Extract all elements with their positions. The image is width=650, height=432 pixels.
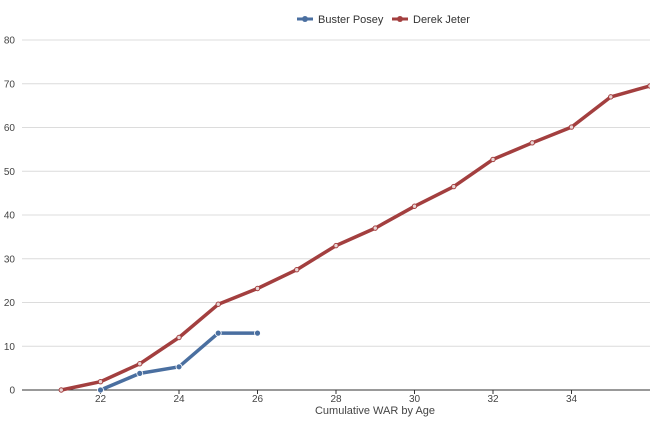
data-point[interactable] <box>254 285 261 292</box>
series-line-derek-jeter <box>59 84 650 392</box>
data-point[interactable] <box>490 156 496 163</box>
legend[interactable]: Buster Posey Derek Jeter <box>297 14 470 26</box>
data-point[interactable] <box>254 329 261 337</box>
data-point[interactable] <box>568 124 575 130</box>
y-tick-label: 80 <box>4 36 16 47</box>
y-tick-label: 30 <box>4 254 16 265</box>
data-point[interactable] <box>333 242 339 249</box>
data-point[interactable] <box>58 387 64 393</box>
legend-item[interactable]: Buster Posey <box>297 14 384 26</box>
data-point[interactable] <box>97 378 104 385</box>
y-tick-label: 40 <box>4 211 16 222</box>
x-tick-label: 32 <box>487 394 499 405</box>
data-point[interactable] <box>451 183 457 190</box>
grid-lines <box>22 39 650 347</box>
legend-item[interactable]: Derek Jeter <box>392 14 470 26</box>
data-point[interactable] <box>136 369 144 377</box>
x-tick-label: 22 <box>95 394 107 405</box>
x-tick-label: 28 <box>330 394 342 405</box>
data-point[interactable] <box>137 361 143 367</box>
data-point[interactable] <box>294 266 300 273</box>
y-tick-label: 50 <box>4 167 16 178</box>
data-point[interactable] <box>97 386 104 394</box>
series-derek-jeter <box>58 83 650 393</box>
legend-swatch-marker <box>397 16 403 22</box>
x-tick-label: 34 <box>566 394 578 405</box>
data-point[interactable] <box>176 334 182 341</box>
y-tick-label: 60 <box>4 123 16 134</box>
legend-swatch-marker <box>302 16 308 22</box>
data-point[interactable] <box>175 363 183 371</box>
data-point[interactable] <box>411 203 418 209</box>
y-tick-label: 70 <box>4 79 16 90</box>
series-buster-posey <box>97 329 261 394</box>
legend-label: Derek Jeter <box>413 14 470 26</box>
data-point[interactable] <box>608 94 614 100</box>
data-point[interactable] <box>214 329 222 337</box>
y-axis-ticks: 0 10 20 30 40 50 60 70 80 <box>4 36 16 397</box>
x-tick-label: 24 <box>173 394 185 405</box>
legend-label: Buster Posey <box>318 14 384 26</box>
series-line-buster-posey <box>98 331 260 392</box>
x-axis-title: Cumulative WAR by Age <box>315 405 435 417</box>
y-tick-label: 20 <box>4 298 16 309</box>
y-tick-label: 0 <box>9 386 15 397</box>
y-tick-label: 10 <box>4 342 16 353</box>
x-tick-label: 30 <box>409 394 421 405</box>
x-axis-ticks: 22 24 26 28 30 32 34 <box>95 390 578 405</box>
data-point[interactable] <box>215 301 221 307</box>
data-point[interactable] <box>529 140 535 146</box>
data-point[interactable] <box>372 225 378 231</box>
series-group <box>58 83 650 394</box>
x-tick-label: 26 <box>252 394 264 405</box>
